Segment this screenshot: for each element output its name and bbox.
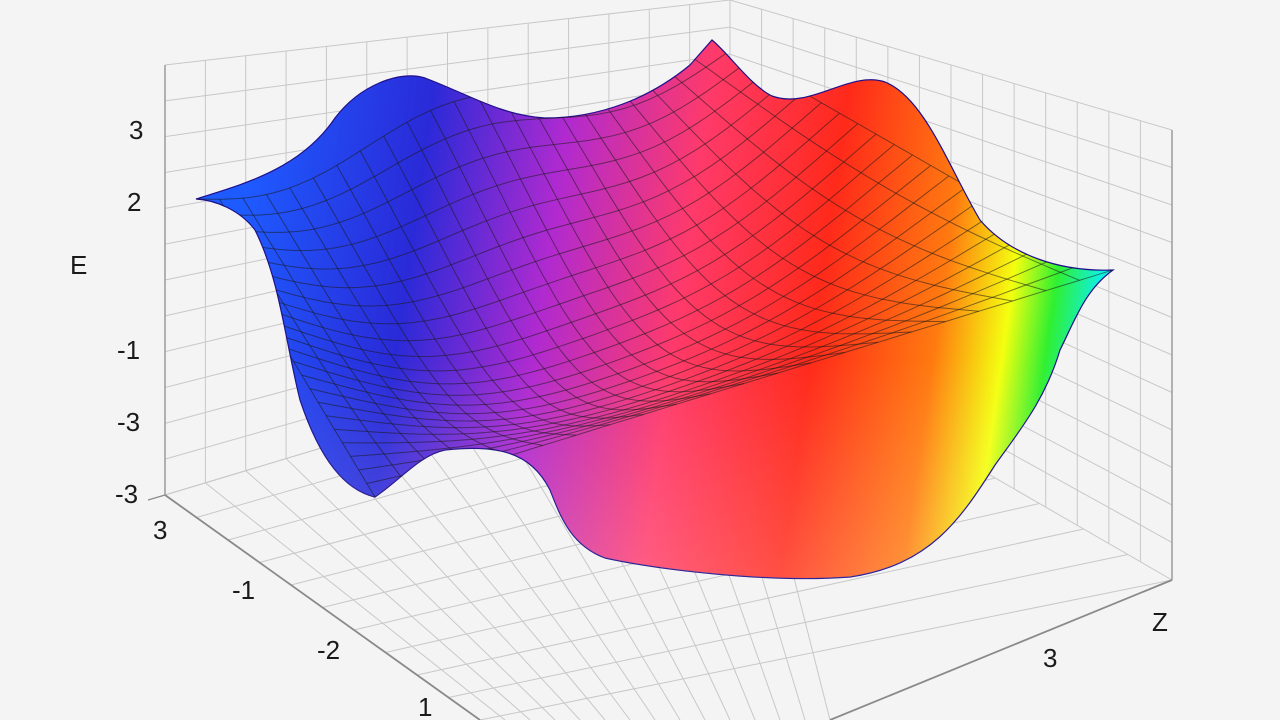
z-tick-4: -3 xyxy=(115,479,138,509)
z-tick-2: -1 xyxy=(117,335,140,365)
grid-line xyxy=(479,579,1173,720)
box-edge xyxy=(147,494,166,501)
z-tick-0: 3 xyxy=(129,115,143,145)
mesh-line xyxy=(277,144,895,372)
grid-line xyxy=(285,458,556,720)
mesh-line xyxy=(350,238,1059,457)
y-axis-label: Z xyxy=(1152,607,1168,637)
grid-line xyxy=(406,421,631,720)
x-tick-2: -2 xyxy=(317,635,340,665)
mesh-line xyxy=(236,91,804,289)
mesh-line xyxy=(293,165,932,396)
mesh-line xyxy=(212,60,749,233)
x-tick-1: -1 xyxy=(232,575,255,605)
x-tick-3: 1 xyxy=(418,692,432,720)
grid-line xyxy=(164,0,731,66)
mesh-line xyxy=(334,217,1023,435)
mesh-line xyxy=(301,175,950,406)
z-tick-1: 2 xyxy=(127,187,141,217)
mesh-line xyxy=(204,50,731,216)
grid-line xyxy=(366,433,606,720)
y-axis: 3 Z xyxy=(1043,607,1168,673)
z-axis-label: E xyxy=(70,250,87,280)
grid-line xyxy=(245,470,531,720)
mesh-line xyxy=(252,112,840,325)
mesh-line xyxy=(342,227,1041,444)
grid-line xyxy=(205,482,506,720)
mesh-line xyxy=(228,81,786,270)
mesh-line xyxy=(244,102,822,307)
surface-shading xyxy=(196,40,1113,579)
grid-line xyxy=(729,26,1173,168)
x-axis: 3 -1 -2 1 xyxy=(153,515,432,720)
y-tick-0: 3 xyxy=(1043,643,1057,673)
mesh-line xyxy=(317,196,986,422)
surface xyxy=(195,39,1115,580)
mesh-line xyxy=(269,133,877,358)
box-edge xyxy=(829,579,1173,720)
grid-line xyxy=(729,0,1173,131)
grid-line xyxy=(448,554,1128,698)
grid-line xyxy=(164,26,731,102)
z-axis: 3 2 -1 -3 -3 E xyxy=(70,115,143,509)
x-tick-0: 3 xyxy=(153,515,167,545)
grid-line xyxy=(416,528,1084,676)
mesh-line xyxy=(309,185,968,415)
box-edge xyxy=(164,494,481,720)
grid-line xyxy=(447,409,656,720)
mesh-line xyxy=(260,123,859,342)
mesh-line xyxy=(285,154,913,385)
mesh-line xyxy=(220,71,768,251)
grid-line xyxy=(729,53,1173,206)
mesh-line xyxy=(326,206,1004,429)
z-tick-3: -3 xyxy=(117,407,140,437)
